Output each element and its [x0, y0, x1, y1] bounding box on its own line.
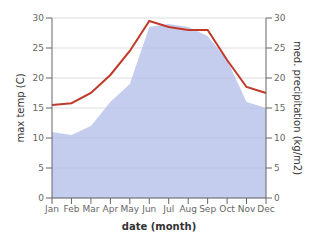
svg-text:30: 30: [274, 13, 286, 23]
svg-text:25: 25: [274, 43, 285, 53]
svg-text:Sep: Sep: [199, 204, 216, 214]
svg-text:0: 0: [274, 193, 280, 203]
svg-text:Jan: Jan: [44, 204, 59, 214]
svg-text:15: 15: [274, 103, 285, 113]
svg-text:med. precipitation (kg/m2): med. precipitation (kg/m2): [292, 41, 303, 175]
svg-text:5: 5: [38, 163, 44, 173]
svg-text:date (month): date (month): [122, 221, 196, 232]
svg-text:Mar: Mar: [82, 204, 99, 214]
svg-text:Apr: Apr: [103, 204, 119, 214]
svg-text:30: 30: [33, 13, 45, 23]
svg-text:May: May: [121, 204, 140, 214]
svg-text:max temp (C): max temp (C): [15, 73, 26, 142]
svg-text:Aug: Aug: [179, 204, 197, 214]
svg-text:Dec: Dec: [257, 204, 274, 214]
svg-text:10: 10: [33, 133, 45, 143]
svg-text:15: 15: [33, 103, 44, 113]
svg-text:Feb: Feb: [63, 204, 79, 214]
svg-text:Nov: Nov: [238, 204, 256, 214]
svg-text:5: 5: [274, 163, 280, 173]
svg-text:20: 20: [274, 73, 286, 83]
svg-text:Jun: Jun: [141, 204, 156, 214]
svg-text:20: 20: [33, 73, 45, 83]
svg-text:0: 0: [38, 193, 44, 203]
svg-text:Oct: Oct: [219, 204, 235, 214]
svg-text:10: 10: [274, 133, 286, 143]
svg-text:25: 25: [33, 43, 44, 53]
svg-text:Jul: Jul: [162, 204, 174, 214]
